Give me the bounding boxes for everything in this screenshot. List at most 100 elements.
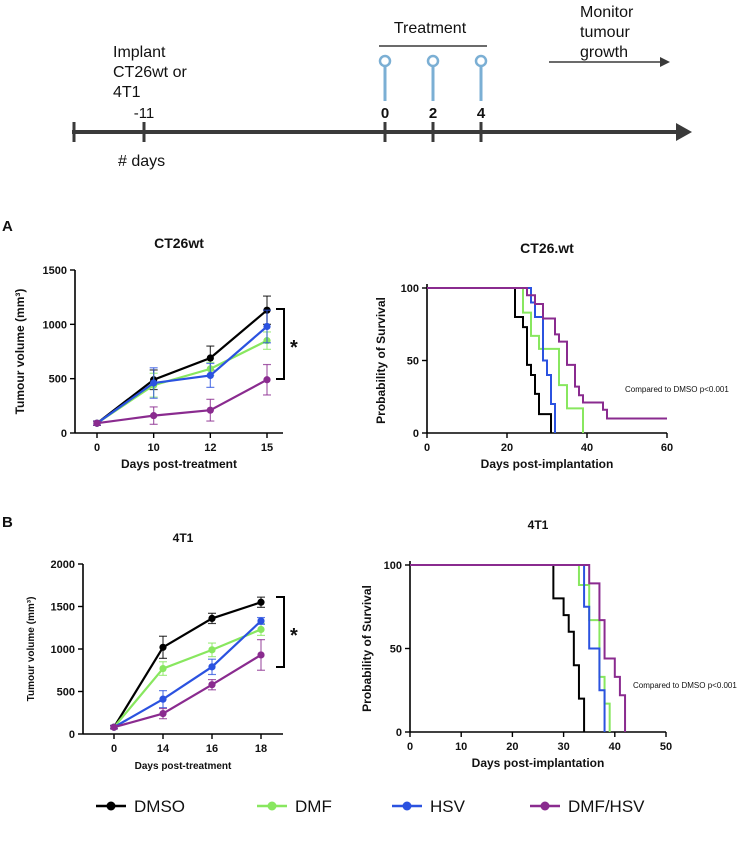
implant-label-line2: CT26wt or [113, 64, 187, 81]
data-point [159, 643, 167, 651]
series-line [96, 325, 268, 425]
data-point [150, 412, 158, 420]
pvalue-note-b: Compared to DMSO p<0.001 [633, 681, 737, 690]
x-tick-label: 10 [148, 442, 160, 454]
injection-marker [378, 54, 392, 68]
legend-label: DMF/HSV [568, 797, 645, 816]
implant-label-line3: 4T1 [113, 84, 141, 101]
significance-bracket-a: * [276, 308, 298, 380]
data-point [206, 371, 214, 380]
series-dmf-hsv [110, 639, 265, 731]
survival-curve-dmso [427, 287, 552, 433]
series-dmso [110, 596, 265, 731]
x-axis-label: Days post-treatment [121, 457, 237, 471]
significance-star-b: * [290, 625, 298, 647]
x-tick-label: 50 [660, 741, 672, 753]
chart-title: 4T1 [528, 518, 549, 532]
series-line [96, 339, 268, 425]
series-dmf [110, 622, 265, 731]
injection-markers [378, 54, 488, 101]
series-line [113, 628, 262, 728]
injection-marker [426, 54, 440, 68]
series-dmf-hsv [93, 363, 271, 427]
treatment-label: Treatment [394, 20, 467, 37]
y-tick-label: 2000 [51, 559, 75, 571]
x-tick-label: 0 [424, 442, 430, 454]
data-point [110, 723, 118, 731]
x-tick-label: 20 [506, 741, 518, 753]
series-line [113, 620, 262, 729]
data-point [257, 598, 265, 606]
data-point [159, 695, 167, 703]
y-tick-label: 0 [396, 727, 402, 739]
chart-b-tumour-volume: 0 500 1000 1500 2000 0 14 16 18 4T1 Days post-trea… [26, 531, 283, 772]
series-hsv [110, 616, 265, 731]
panel-label-a: A [2, 218, 13, 235]
data-point [208, 646, 216, 654]
pvalue-note-a: Compared to DMSO p<0.001 [625, 385, 729, 394]
x-tick-label: 60 [661, 442, 673, 454]
data-point [206, 406, 214, 414]
x-tick-label: 12 [204, 442, 216, 454]
chart-b-survival: 0 50 100 0 10 20 30 40 50 4T1 Days post-implantati… [360, 518, 672, 770]
significance-star-a: * [290, 337, 298, 359]
x-tick-label: 18 [255, 743, 267, 755]
legend: DMSO DMF HSV DMF/HSV [96, 797, 645, 816]
x-tick-label: 15 [261, 442, 273, 454]
y-axis-label: Tumour volume (mm³) [26, 597, 37, 702]
data-point [208, 614, 216, 623]
y-tick-label: 500 [49, 374, 67, 386]
x-tick-label: 20 [501, 442, 513, 454]
y-tick-label: 1000 [43, 319, 67, 331]
data-point [263, 322, 271, 331]
legend-swatch-marker [540, 801, 550, 811]
legend-item-dmf-hsv: DMF/HSV [530, 797, 645, 816]
x-tick-label: 0 [111, 743, 117, 755]
x-tick-label: 30 [557, 741, 569, 753]
y-axis-label: Probability of Survival [360, 585, 374, 712]
monitor-arrowhead [660, 57, 670, 67]
y-tick-label: 1500 [51, 602, 75, 614]
x-tick-label: 16 [206, 743, 218, 755]
legend-item-dmf: DMF [257, 797, 332, 816]
survival-curve-hsv [427, 287, 556, 433]
legend-label: DMF [295, 797, 332, 816]
y-axis-label: Tumour volume (mm³) [13, 289, 27, 415]
chart-title: CT26.wt [520, 240, 574, 256]
legend-label: HSV [430, 797, 466, 816]
y-tick-label: 100 [384, 560, 402, 572]
timeline-ticks: -11 0 2 4 [134, 105, 486, 142]
x-tick-label: 40 [581, 442, 593, 454]
timeline-tick-label: 4 [477, 105, 486, 122]
timeline-tick-label: 2 [429, 105, 437, 122]
x-tick-label: 0 [407, 741, 413, 753]
y-tick-label: 1500 [43, 265, 67, 277]
survival-curve-dmf-hsv [410, 564, 627, 732]
series-line [96, 378, 268, 425]
timeline: -11 0 2 4 Treatment Implant CT26wt or 4T1 #… [72, 4, 692, 170]
series-line [113, 654, 262, 729]
survival-curve-hsv [410, 564, 606, 732]
y-tick-label: 1000 [51, 644, 75, 656]
data-point [257, 651, 265, 659]
legend-swatch-marker [267, 801, 277, 811]
data-point [206, 354, 214, 362]
x-tick-label: 10 [455, 741, 467, 753]
monitor-label-line1: Monitor [580, 4, 634, 21]
survival-curve-dmso [410, 564, 586, 732]
data-point [208, 663, 216, 671]
monitor-label-line2: tumour [580, 24, 630, 41]
significance-bracket-b: * [276, 596, 298, 668]
legend-swatch-marker [402, 801, 412, 811]
chart-a-tumour-volume: 0 500 1000 1500 0 10 12 15 CT26wt Days post-treat… [13, 235, 283, 471]
survival-curve-dmf [410, 564, 611, 732]
x-axis-label: Days post-implantation [472, 756, 605, 770]
data-point [257, 617, 265, 625]
panel-label-b: B [2, 514, 13, 531]
days-label: # days [118, 153, 165, 170]
data-point [159, 664, 167, 673]
y-tick-label: 50 [407, 356, 419, 368]
chart-a-survival: 0 50 100 0 20 40 60 CT26.wt Days post-implantati… [374, 240, 673, 471]
data-point [263, 376, 271, 384]
